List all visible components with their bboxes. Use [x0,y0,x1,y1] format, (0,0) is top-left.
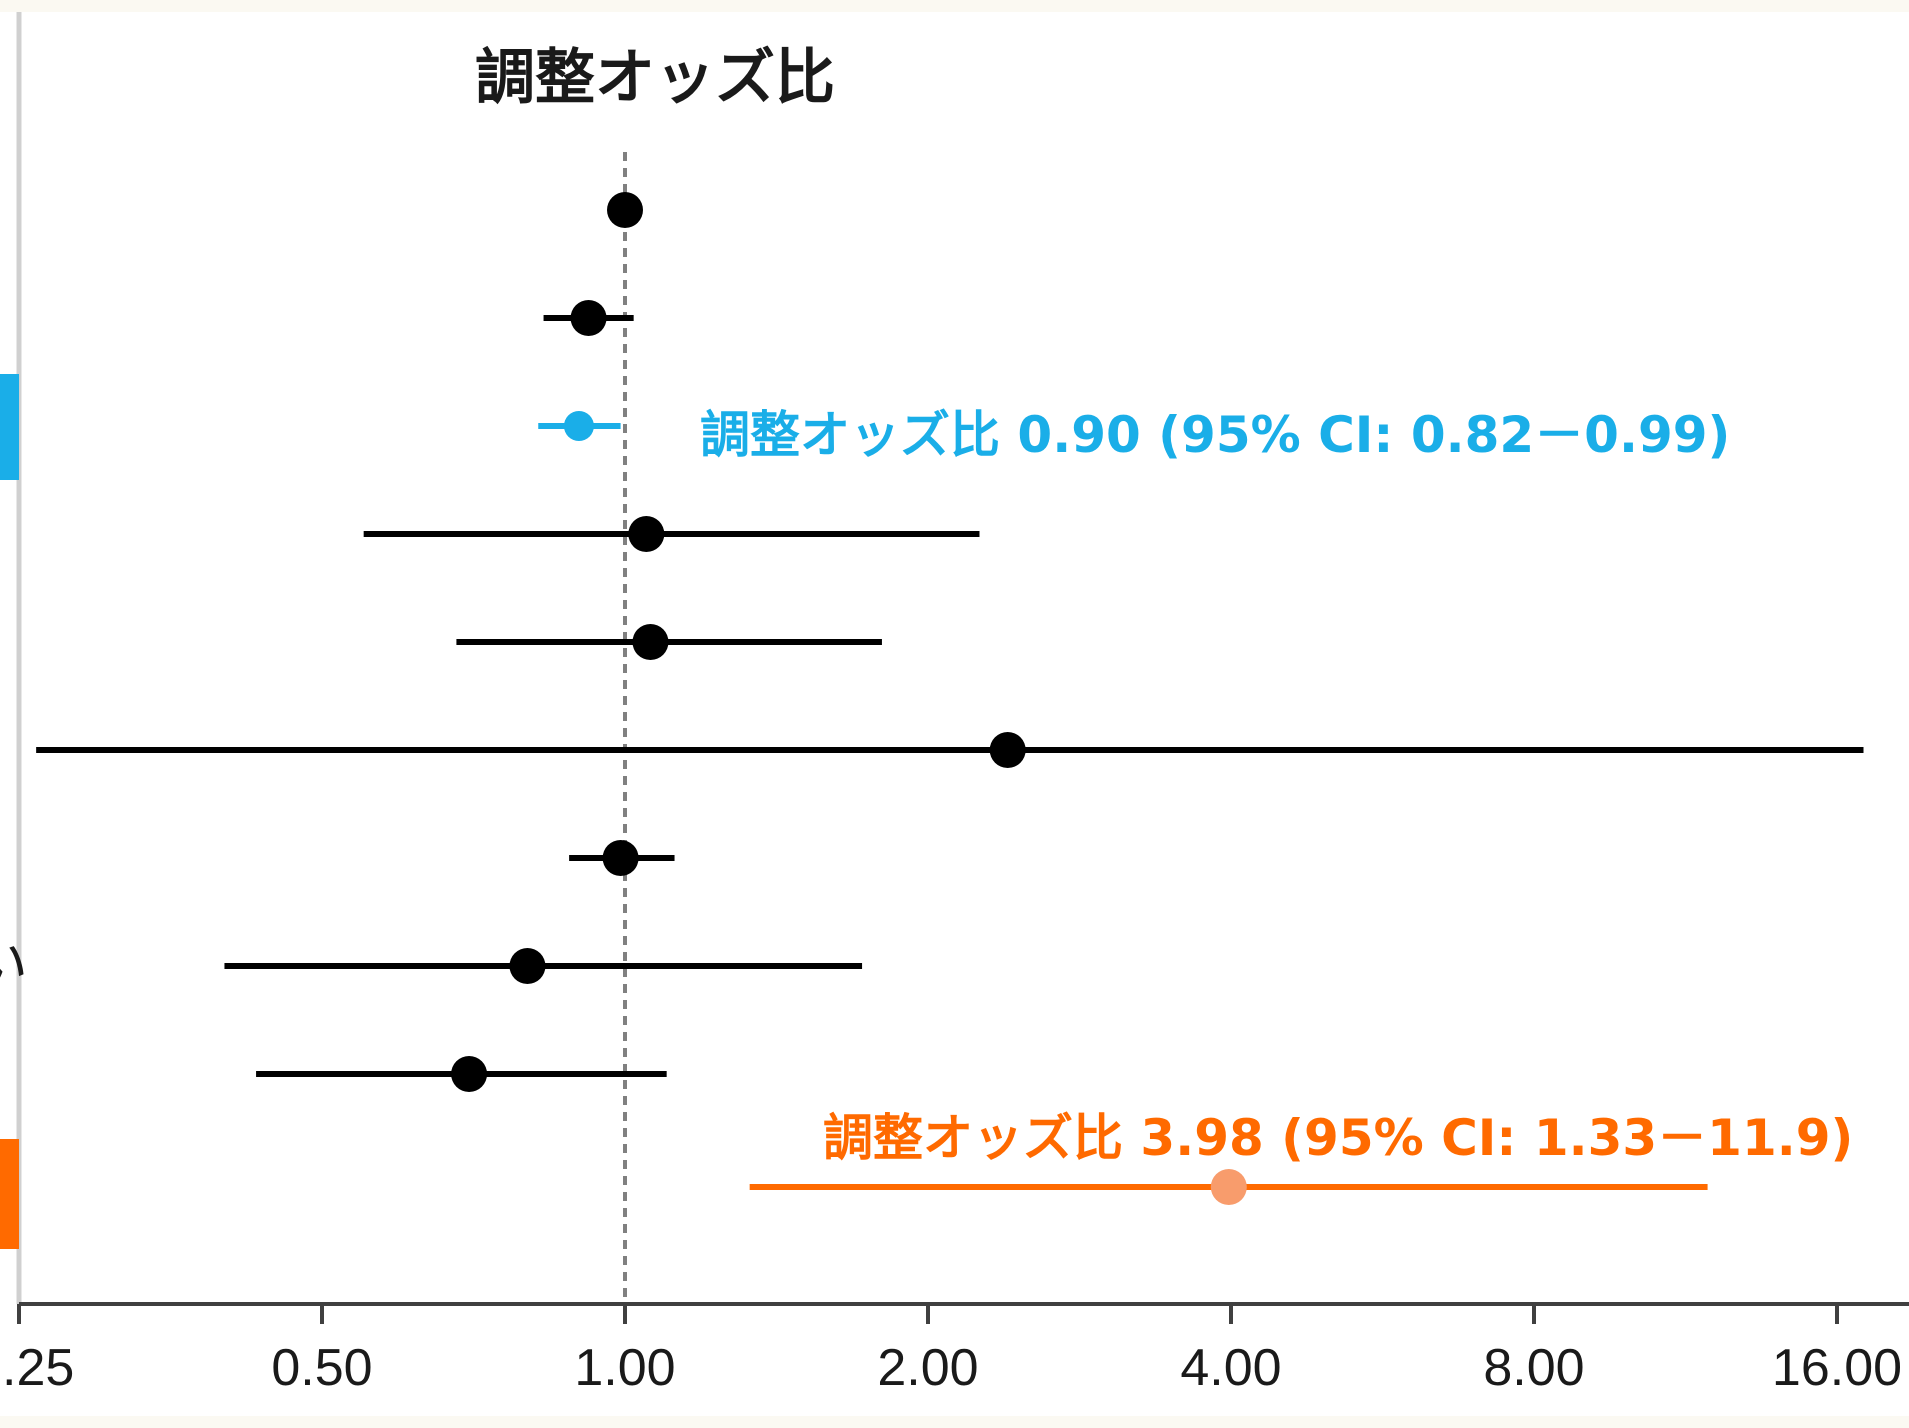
x-tick-label: 2.00 [877,1339,978,1397]
side-marker-layer [0,374,19,1249]
estimate-point [451,1056,488,1092]
x-tick-label: 1.00 [574,1339,675,1397]
estimate-point [628,516,665,552]
forest-plot-svg: 調整オッズ比 い 調整オッズ比 0.90 (95% CI: 0.82－0.99)… [0,12,1909,1397]
row-highlight-marker [0,1139,19,1249]
forest-plot-panel: 調整オッズ比 い 調整オッズ比 0.90 (95% CI: 0.82－0.99)… [0,12,1909,1416]
x-tick-label: 4.00 [1180,1339,1281,1397]
estimate-point [602,840,639,876]
x-tick-label: 16.00 [1772,1339,1902,1397]
chart-title: 調整オッズ比 [475,43,835,113]
row-highlight-marker [0,374,19,480]
annotation-layer: 調整オッズ比 0.90 (95% CI: 0.82－0.99) 調整オッズ比 3.… [700,406,1853,1167]
x-tick-label: 0.50 [271,1339,372,1397]
estimate-point [1210,1169,1247,1205]
row-label-fragment: い [0,933,28,998]
estimate-point [570,300,607,336]
ci-annotation: 調整オッズ比 3.98 (95% CI: 1.33－11.9) [823,1109,1853,1167]
estimate-point [509,948,546,984]
x-axis-layer: .25 0.50 1.00 2.00 4.00 8.00 16.00 [2,1302,1909,1397]
estimate-point [607,192,643,228]
point-layer [451,192,1247,1205]
estimate-point [989,732,1026,768]
estimate-point [563,411,594,441]
estimate-point [632,624,669,660]
x-tick-label: .25 [2,1339,74,1397]
x-tick-label: 8.00 [1483,1339,1584,1397]
ci-annotation: 調整オッズ比 0.90 (95% CI: 0.82－0.99) [700,406,1730,464]
